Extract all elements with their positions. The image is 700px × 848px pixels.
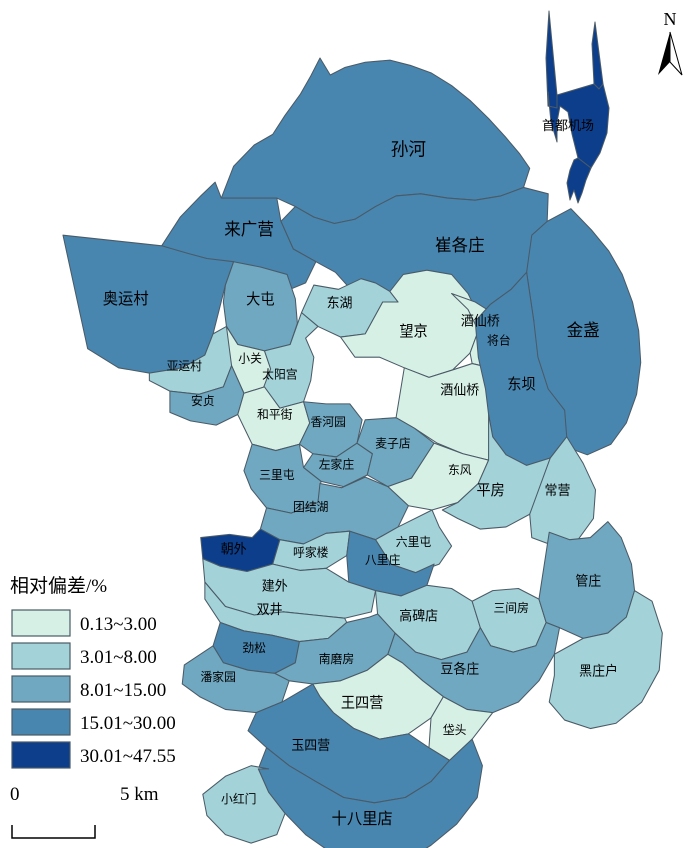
svg-text:15.01~30.00: 15.01~30.00	[80, 713, 176, 734]
svg-text:孙河: 孙河	[391, 139, 426, 159]
svg-text:香河园: 香河园	[310, 415, 345, 429]
svg-text:呼家楼: 呼家楼	[293, 544, 328, 559]
svg-text:三间房: 三间房	[493, 600, 528, 615]
svg-text:安贞: 安贞	[191, 393, 215, 408]
svg-text:劲松: 劲松	[242, 641, 266, 655]
svg-text:酒仙桥: 酒仙桥	[440, 382, 479, 397]
svg-text:8.01~15.00: 8.01~15.00	[80, 680, 166, 701]
svg-text:小关: 小关	[238, 351, 262, 365]
svg-text:八里庄: 八里庄	[365, 552, 400, 567]
svg-text:豆各庄: 豆各庄	[440, 661, 479, 676]
svg-text:东湖: 东湖	[327, 295, 353, 310]
svg-text:双井: 双井	[257, 602, 283, 617]
svg-text:来广营: 来广营	[224, 220, 274, 239]
svg-text:麦子店: 麦子店	[375, 436, 410, 450]
svg-text:0: 0	[10, 784, 20, 805]
svg-text:平房: 平房	[476, 482, 504, 499]
svg-text:金盏: 金盏	[567, 321, 600, 340]
svg-text:玉四营: 玉四营	[291, 738, 330, 753]
svg-text:将台: 将台	[487, 332, 511, 347]
svg-text:常营: 常营	[545, 483, 571, 498]
svg-text:望京: 望京	[399, 323, 427, 340]
svg-text:朝外: 朝外	[221, 541, 247, 556]
svg-text:亚运村: 亚运村	[167, 359, 202, 373]
svg-text:建外: 建外	[262, 578, 288, 593]
svg-text:崔各庄: 崔各庄	[435, 236, 485, 255]
svg-text:大屯: 大屯	[246, 291, 274, 308]
svg-text:潘家园: 潘家园	[200, 669, 235, 684]
svg-text:管庄: 管庄	[575, 573, 601, 588]
svg-text:0.13~3.00: 0.13~3.00	[80, 614, 157, 635]
svg-text:南磨房: 南磨房	[319, 651, 354, 666]
svg-text:N: N	[664, 9, 677, 29]
svg-text:三里屯: 三里屯	[259, 468, 294, 482]
svg-text:小红门: 小红门	[221, 791, 256, 806]
svg-text:太阳宫: 太阳宫	[262, 366, 297, 381]
svg-text:30.01~47.55: 30.01~47.55	[80, 746, 176, 767]
svg-text:团结湖: 团结湖	[293, 499, 328, 514]
svg-text:东风: 东风	[448, 463, 472, 477]
svg-text:和平街: 和平街	[257, 408, 292, 422]
svg-text:奥运村: 奥运村	[103, 290, 149, 308]
svg-text:3.01~8.00: 3.01~8.00	[80, 647, 157, 668]
svg-text:六里屯: 六里屯	[396, 535, 431, 549]
svg-text:高碑店: 高碑店	[399, 607, 438, 623]
svg-text:十八里店: 十八里店	[332, 810, 393, 828]
svg-text:黑庄户: 黑庄户	[579, 662, 618, 678]
svg-text:左家庄: 左家庄	[319, 456, 354, 471]
svg-text:王四营: 王四营	[341, 694, 384, 711]
svg-text:东坝: 东坝	[507, 376, 535, 393]
svg-text:酒仙桥: 酒仙桥	[461, 313, 500, 328]
svg-text:相对偏差/%: 相对偏差/%	[10, 575, 107, 597]
svg-text:5 km: 5 km	[120, 784, 159, 805]
svg-text:垈头: 垈头	[443, 722, 467, 737]
svg-text:首都机场: 首都机场	[542, 118, 594, 133]
